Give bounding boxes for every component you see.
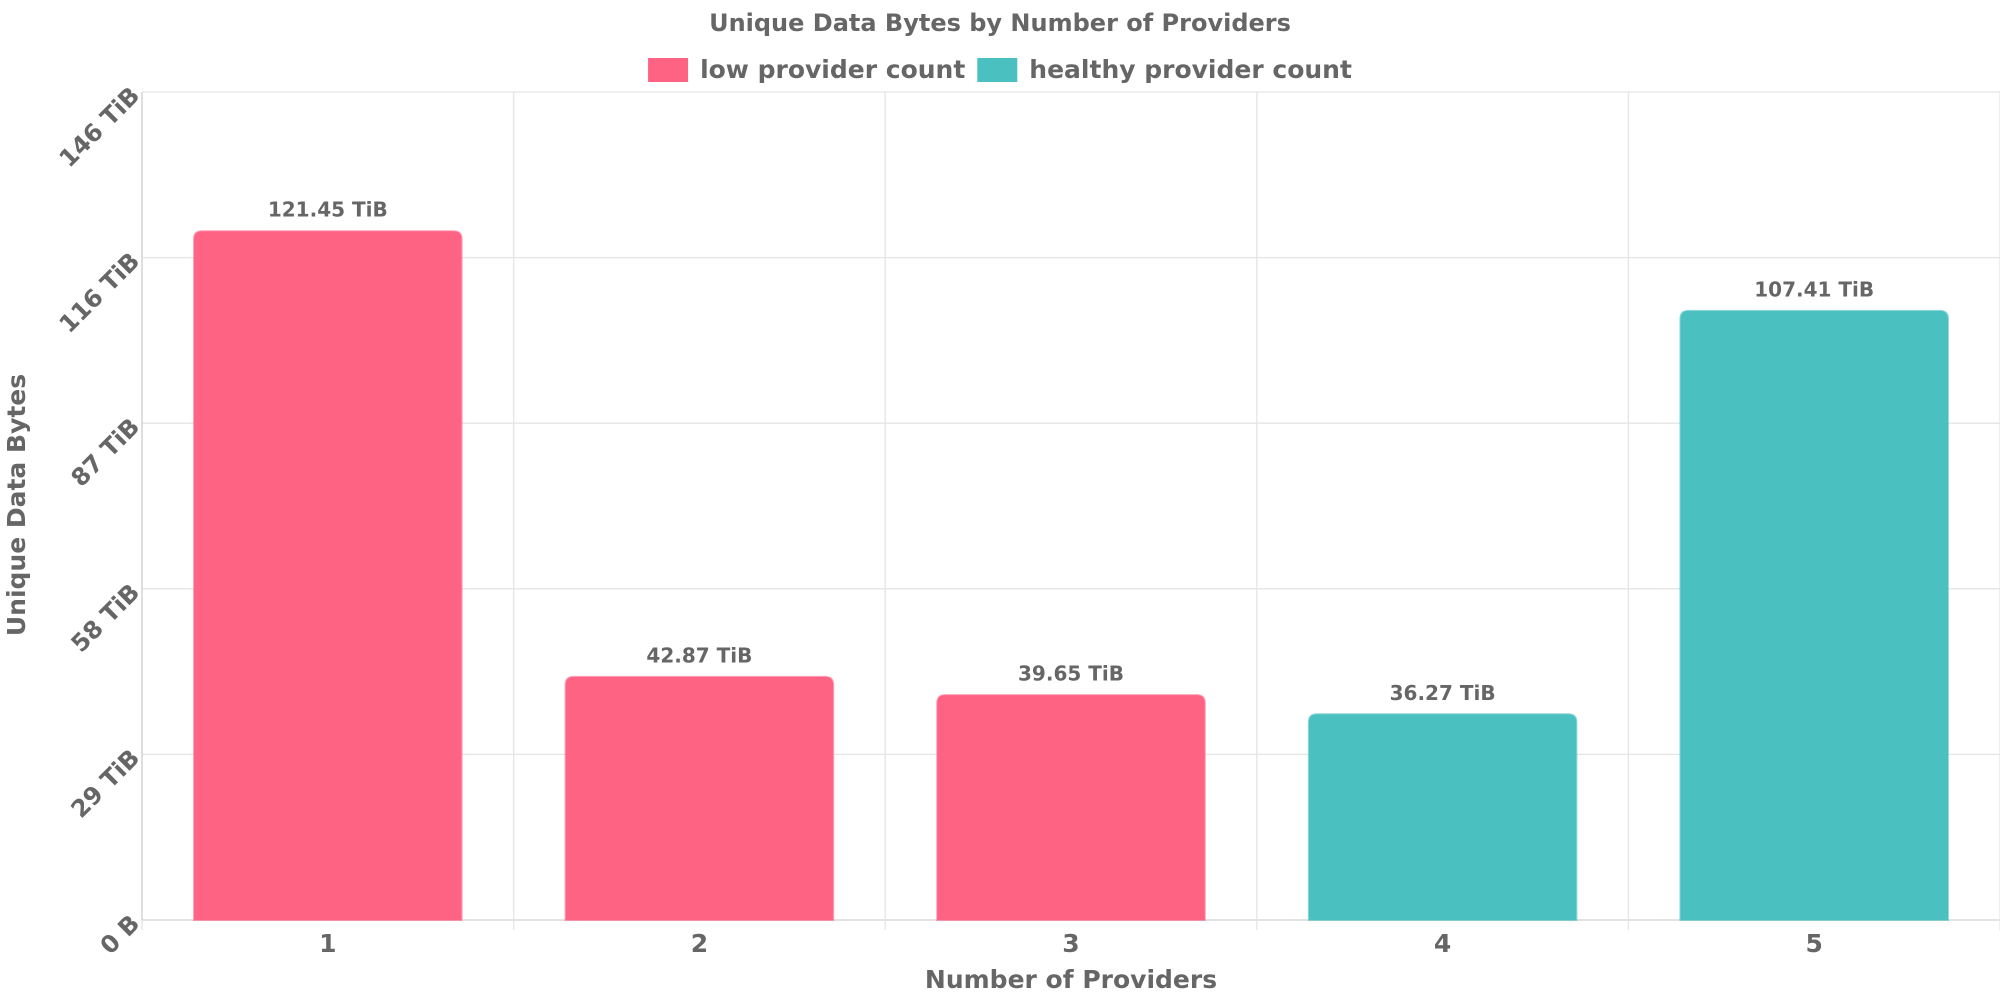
legend-item: healthy provider count xyxy=(977,55,1352,84)
bar xyxy=(1307,713,1578,921)
data-label: 36.27 TiB xyxy=(1390,681,1496,705)
y-tick-label: 87 TiB xyxy=(66,413,146,493)
data-label: 107.41 TiB xyxy=(1754,277,1874,301)
chart-title: Unique Data Bytes by Number of Providers xyxy=(709,9,1291,37)
legend-label: low provider count xyxy=(700,55,965,84)
legend-item: low provider count xyxy=(648,55,965,84)
legend-label: healthy provider count xyxy=(1029,55,1352,84)
x-tick-label: 2 xyxy=(691,929,708,958)
x-tick-label: 3 xyxy=(1062,929,1079,958)
y-axis-title: Unique Data Bytes xyxy=(2,374,31,636)
legend-swatch xyxy=(977,58,1018,82)
x-axis-title: Number of Providers xyxy=(925,965,1217,994)
legend-swatch xyxy=(648,58,689,82)
data-label: 39.65 TiB xyxy=(1018,662,1124,686)
x-tick-label: 1 xyxy=(319,929,336,958)
bar xyxy=(193,230,463,921)
y-tick-label: 29 TiB xyxy=(66,744,146,824)
bar xyxy=(1679,309,1949,921)
y-tick-label: 116 TiB xyxy=(54,247,145,338)
legend: low provider count healthy provider count xyxy=(648,55,1352,84)
x-tick-label: 5 xyxy=(1805,929,1822,958)
data-label: 121.45 TiB xyxy=(268,198,388,222)
bar xyxy=(936,694,1206,921)
y-tick-label: 0 B xyxy=(95,909,145,959)
data-label: 42.87 TiB xyxy=(646,643,752,667)
x-tick-label: 4 xyxy=(1434,929,1451,958)
bar xyxy=(564,675,835,921)
y-tick-label: 58 TiB xyxy=(66,578,146,658)
y-tick-label: 146 TiB xyxy=(54,81,145,172)
